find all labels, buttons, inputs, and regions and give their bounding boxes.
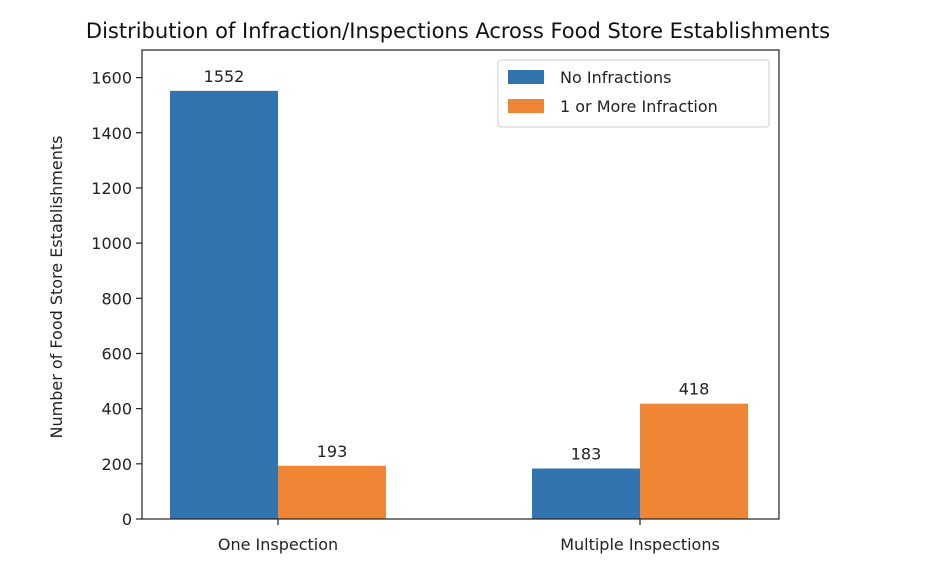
bar-0-0 [170,90,278,519]
data-label-1-1: 418 [679,380,710,399]
plot-frame [141,49,780,520]
bar-0-1 [532,468,640,519]
y-axis-ticks: 0 200 400 600 800 1000 1200 1400 1600 [91,69,142,529]
data-label-1-0: 193 [317,442,348,461]
legend-label-1: 1 or More Infraction [560,97,718,116]
data-labels-group: 1552 183 193 418 [204,67,710,464]
bar-1-1 [640,403,748,519]
x-tick-label-1: Multiple Inspections [560,535,720,554]
legend-label-0: No Infractions [560,68,672,87]
legend-box [497,59,770,128]
y-axis-label: Number of Food Store Establishments [47,136,66,439]
y-tick-label-1: 200 [101,455,132,474]
data-label-0-1: 183 [571,445,602,464]
y-tick-label-5: 1000 [91,234,132,253]
legend-swatch-1 [508,99,544,113]
data-label-0-0: 1552 [204,67,245,86]
legend: No Infractions 1 or More Infraction [497,59,770,128]
y-tick-label-8: 1600 [91,69,132,88]
chart-title: Distribution of Infraction/Inspections A… [86,19,830,43]
bar-1-0 [278,465,386,519]
legend-swatch-0 [508,70,544,84]
y-tick-label-6: 1200 [91,179,132,198]
x-axis-ticks: One Inspection Multiple Inspections [218,519,720,554]
x-tick-label-0: One Inspection [218,535,338,554]
y-tick-label-0: 0 [122,510,132,529]
y-tick-label-3: 600 [101,344,132,363]
bars-group [170,90,748,519]
y-tick-label-7: 1400 [91,124,132,143]
y-tick-label-4: 800 [101,289,132,308]
y-tick-label-2: 400 [101,400,132,419]
